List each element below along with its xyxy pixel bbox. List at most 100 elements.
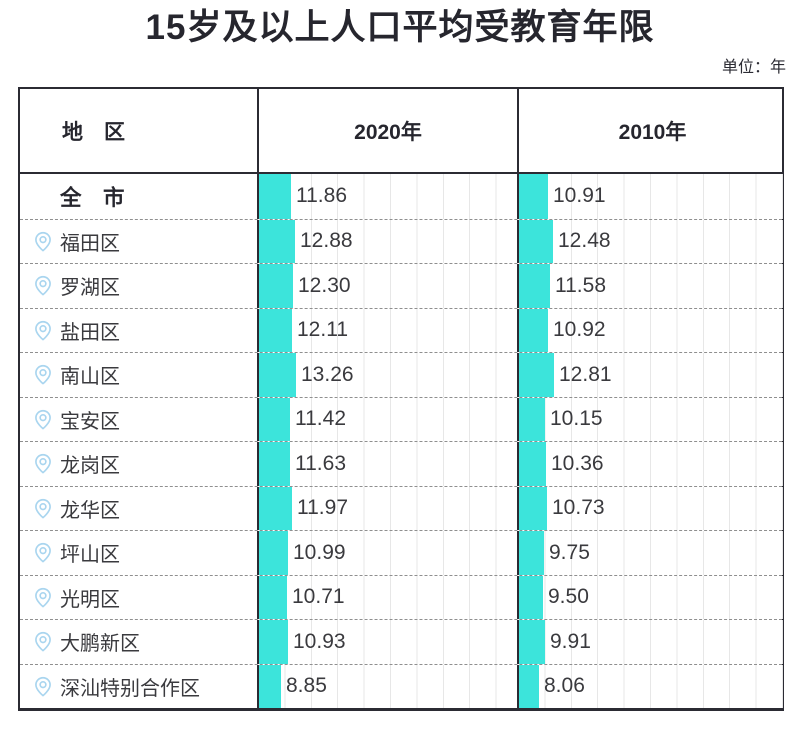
education-years-table: 地 区 2020年 2010年 全 市 11.86 10.91 福田区 12.88 12.…: [18, 87, 786, 711]
bar-2020: [259, 219, 295, 263]
region-cell: 龙华区: [20, 487, 257, 531]
chart-cell-2020: 11.86: [257, 174, 517, 219]
location-pin-icon: [35, 365, 51, 385]
column-header-2020: 2020年: [257, 89, 517, 172]
region-cell: 光明区: [20, 576, 257, 620]
bar-2010: [519, 531, 544, 575]
chart-cell-2010: 12.81: [517, 353, 786, 397]
region-name: 龙华区: [60, 499, 120, 522]
value-label-2010: 10.92: [553, 318, 606, 342]
chart-cell-2020: 10.93: [257, 620, 517, 664]
chart-cell-2010: 11.58: [517, 264, 786, 308]
bar-2020: [259, 353, 296, 397]
value-label-2010: 12.48: [558, 229, 611, 253]
region-name: 盐田区: [60, 321, 120, 344]
chart-cell-2020: 12.30: [257, 264, 517, 308]
table-header: 地 区 2020年 2010年: [20, 89, 782, 174]
region-cell: 南山区: [20, 353, 257, 397]
value-label-2020: 12.11: [297, 318, 348, 342]
value-label-2010: 10.73: [552, 496, 605, 520]
chart-cell-2010: 9.75: [517, 531, 786, 575]
value-label-2020: 10.71: [292, 585, 345, 609]
chart-cell-2020: 12.11: [257, 308, 517, 352]
bar-2010: [519, 353, 554, 397]
value-label-2010: 12.81: [559, 362, 612, 386]
chart-cell-2010: 10.15: [517, 397, 786, 441]
column-header-2010: 2010年: [517, 89, 786, 172]
chart-cell-2020: 11.42: [257, 397, 517, 441]
bar-2010: [519, 575, 543, 619]
chart-cell-2010: 9.50: [517, 575, 786, 619]
table-row: 全 市 11.86 10.91: [20, 174, 786, 219]
chart-cell-2010: 12.48: [517, 219, 786, 263]
region-cell: 盐田区: [20, 309, 257, 353]
region-cell: 宝安区: [20, 398, 257, 442]
location-pin-icon: [35, 276, 51, 296]
bar-2010: [519, 174, 548, 219]
bar-2010: [519, 486, 547, 530]
region-cell: 坪山区: [20, 531, 257, 575]
bar-2010: [519, 308, 548, 352]
value-label-2020: 13.26: [301, 362, 354, 386]
chart-cell-2010: 10.91: [517, 174, 786, 219]
table-row: 宝安区 11.42 10.15: [20, 396, 786, 442]
bar-2020: [259, 397, 290, 441]
chart-cell-2010: 10.36: [517, 442, 786, 486]
chart-cell-2010: 10.73: [517, 486, 786, 530]
value-label-2020: 11.86: [296, 184, 347, 208]
region-cell: 全 市: [20, 174, 257, 219]
bar-2020: [259, 442, 290, 486]
bar-2020: [259, 575, 287, 619]
bar-2020: [259, 664, 281, 708]
region-name: 深汕特别合作区: [60, 677, 200, 700]
bar-2010: [519, 664, 539, 708]
value-label-2020: 11.42: [295, 407, 346, 431]
region-cell: 深汕特别合作区: [20, 665, 257, 709]
region-name: 龙岗区: [60, 455, 120, 478]
chart-cell-2020: 12.88: [257, 219, 517, 263]
location-pin-icon: [35, 632, 51, 652]
bar-2020: [259, 174, 291, 219]
bar-2020: [259, 486, 292, 530]
table-row: 深汕特别合作区 8.85 8.06: [20, 663, 786, 709]
chart-cell-2020: 8.85: [257, 664, 517, 708]
table-row: 大鹏新区 10.93 9.91: [20, 619, 786, 664]
bar-2010: [519, 264, 550, 308]
value-label-2010: 9.50: [548, 585, 589, 609]
region-name: 全 市: [60, 185, 125, 210]
chart-cell-2020: 11.63: [257, 442, 517, 486]
location-pin-icon: [35, 320, 51, 341]
region-name: 坪山区: [60, 544, 120, 567]
region-name: 南山区: [60, 366, 120, 389]
value-label-2010: 10.91: [553, 184, 606, 208]
region-cell: 龙岗区: [20, 442, 257, 486]
bar-2010: [519, 620, 545, 664]
table-row: 南山区 13.26 12.81: [20, 352, 786, 397]
value-label-2020: 12.30: [298, 273, 351, 297]
chart-cell-2020: 11.97: [257, 486, 517, 530]
value-label-2010: 10.36: [551, 451, 604, 475]
region-name: 宝安区: [60, 410, 120, 433]
table-row: 罗湖区 12.30 11.58: [20, 263, 786, 308]
region-name: 罗湖区: [60, 277, 120, 300]
value-label-2010: 8.06: [544, 674, 585, 698]
value-label-2010: 9.75: [549, 540, 590, 564]
value-label-2010: 9.91: [550, 629, 591, 653]
page: 15岁及以上人口平均受教育年限 单位：年 地 区 2020年 2010年 全 市…: [0, 6, 800, 711]
region-cell: 大鹏新区: [20, 620, 257, 664]
table-row: 坪山区 10.99 9.75: [20, 530, 786, 575]
value-label-2020: 10.99: [293, 540, 346, 564]
region-cell: 福田区: [20, 220, 257, 264]
bar-2020: [259, 308, 292, 352]
location-pin-icon: [35, 231, 51, 252]
location-pin-icon: [35, 676, 51, 697]
location-pin-icon: [35, 454, 51, 474]
region-name: 大鹏新区: [60, 633, 140, 656]
location-pin-icon: [35, 543, 51, 563]
bar-2010: [519, 219, 553, 263]
chart-cell-2010: 9.91: [517, 620, 786, 664]
value-label-2020: 12.88: [300, 229, 353, 253]
table-body: 全 市 11.86 10.91 福田区 12.88 12.48 罗湖区 12.30 11.58 盐…: [20, 174, 786, 709]
region-cell: 罗湖区: [20, 264, 257, 308]
value-label-2010: 10.15: [550, 407, 603, 431]
